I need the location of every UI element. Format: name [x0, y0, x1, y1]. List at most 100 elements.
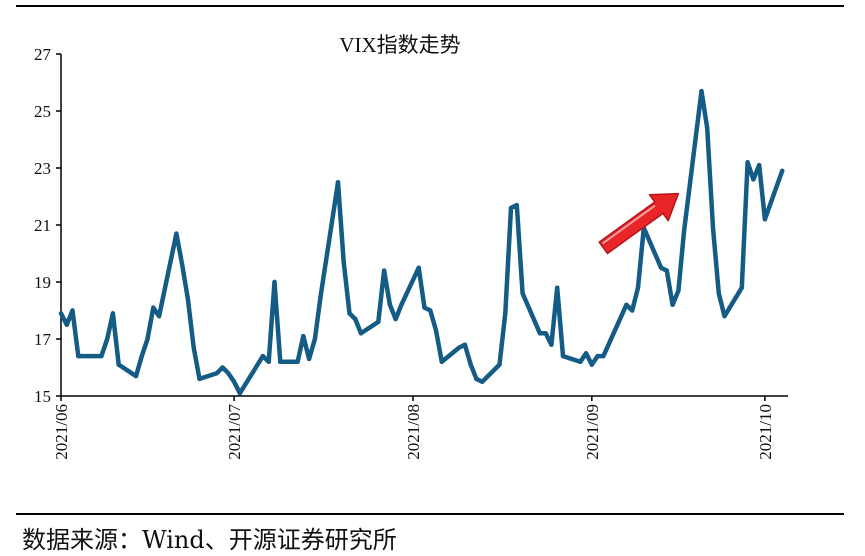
data-point — [583, 351, 589, 356]
data-point — [220, 365, 225, 370]
data-point — [751, 177, 756, 182]
data-point — [624, 302, 629, 307]
data-point — [156, 314, 162, 319]
y-tick-label: 21 — [34, 216, 51, 235]
data-point — [145, 336, 150, 342]
data-point — [99, 353, 104, 359]
data-point — [630, 308, 635, 313]
data-point — [226, 371, 231, 376]
trend-arrow-shape — [598, 192, 680, 255]
x-tick-label: 2021/09 — [583, 404, 602, 460]
data-point — [58, 311, 64, 316]
x-tick-label: 2021/08 — [404, 404, 423, 460]
x-axis: 2021/06 2021/07 2021/08 2021/09 2021/10 — [52, 395, 788, 460]
vix-series-line — [58, 88, 785, 396]
data-point — [520, 291, 525, 296]
data-point — [595, 353, 600, 359]
data-point — [555, 285, 560, 290]
data-point — [341, 259, 346, 265]
data-point — [399, 302, 404, 307]
data-point — [295, 359, 300, 364]
data-point — [110, 311, 116, 316]
data-point — [133, 373, 139, 379]
data-point — [278, 359, 283, 364]
data-point — [699, 88, 704, 94]
y-axis: 15 17 19 21 23 25 27 — [34, 45, 62, 406]
data-point — [762, 217, 768, 222]
data-point — [301, 333, 306, 339]
data-point — [601, 353, 606, 359]
data-point — [358, 331, 364, 336]
data-point — [312, 336, 318, 342]
data-point — [670, 302, 675, 307]
data-point — [780, 168, 785, 174]
data-point — [104, 336, 110, 342]
data-point — [179, 262, 185, 268]
data-point — [705, 125, 710, 131]
data-point — [151, 305, 156, 310]
x-tick-label: 2021/10 — [756, 404, 775, 460]
data-point — [93, 353, 98, 359]
data-point — [191, 345, 196, 350]
data-point — [468, 362, 473, 367]
top-rule — [16, 5, 844, 7]
chart-title: VIX指数走势 — [339, 33, 460, 57]
data-point — [306, 356, 312, 362]
y-tick-label: 19 — [34, 273, 51, 292]
data-point — [658, 265, 664, 270]
x-tick-label: 2021/06 — [52, 404, 71, 460]
data-point — [231, 379, 237, 384]
y-tick-label: 25 — [34, 102, 51, 121]
data-point — [70, 308, 75, 313]
data-point — [197, 376, 202, 382]
data-point — [664, 268, 670, 273]
data-point — [474, 376, 479, 382]
data-point — [116, 362, 121, 367]
trend-arrow — [598, 192, 680, 255]
y-tick-label: 27 — [34, 45, 52, 64]
y-tick-label: 17 — [34, 330, 52, 349]
data-point — [537, 331, 543, 336]
data-point — [716, 291, 721, 296]
y-tick-label: 15 — [34, 387, 51, 406]
data-point — [266, 359, 271, 364]
data-point — [508, 205, 514, 211]
data-point — [416, 265, 421, 270]
data-point — [381, 268, 387, 273]
data-point — [76, 353, 81, 359]
data-point — [560, 353, 566, 359]
source-note: 数据来源：Wind、开源证券研究所 — [22, 526, 397, 554]
y-tick-label: 23 — [34, 159, 51, 178]
data-point — [589, 362, 595, 367]
data-point — [335, 180, 341, 185]
data-point — [739, 285, 745, 290]
data-point — [353, 316, 358, 322]
data-point — [578, 359, 583, 364]
data-point — [756, 162, 762, 168]
data-point — [722, 314, 727, 319]
data-point — [549, 342, 554, 347]
data-point — [185, 296, 191, 302]
data-point — [64, 322, 69, 327]
data-point — [393, 316, 398, 322]
trend-arrow-group — [598, 192, 680, 255]
data-point — [237, 390, 243, 396]
data-point — [676, 288, 681, 293]
data-point — [497, 362, 502, 367]
data-point — [174, 231, 179, 236]
data-point — [456, 345, 462, 350]
data-point — [710, 225, 716, 231]
series-group — [58, 88, 785, 396]
data-point — [272, 279, 277, 285]
data-point — [543, 331, 548, 336]
data-point — [635, 285, 641, 290]
data-point — [681, 228, 687, 233]
data-point — [422, 305, 427, 310]
data-point — [347, 311, 352, 316]
data-point — [376, 319, 381, 325]
data-point — [439, 359, 445, 364]
data-point — [214, 371, 219, 376]
data-point — [318, 294, 323, 299]
data-point — [462, 342, 468, 347]
